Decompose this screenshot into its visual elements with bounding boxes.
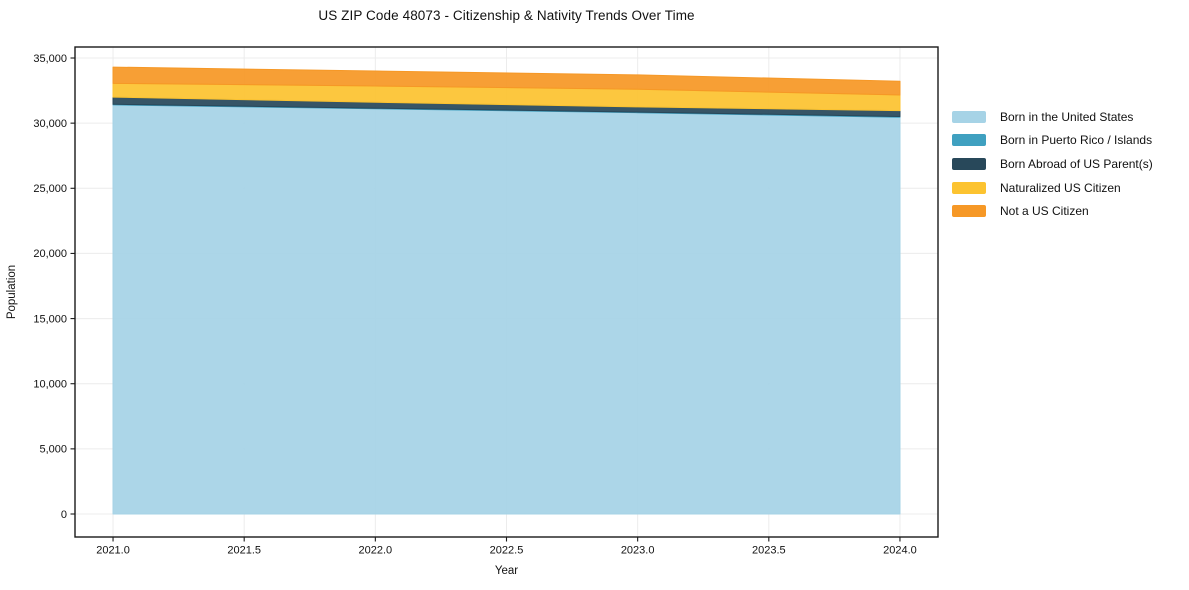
axis-ticks — [70, 57, 901, 542]
y-tick-label: 30,000 — [33, 118, 67, 130]
x-tick-label: 2021.5 — [227, 545, 261, 557]
y-tick-label: 35,000 — [33, 53, 67, 65]
legend-label: Not a US Citizen — [1000, 204, 1089, 219]
legend-item-born-abroad-of-us-parent-s: Born Abroad of US Parent(s) — [952, 152, 1153, 176]
legend-item-born-in-the-united-states: Born in the United States — [952, 105, 1153, 129]
x-axis-label: Year — [495, 565, 518, 577]
y-tick-label: 10,000 — [33, 379, 67, 391]
area-not-a-us-citizen — [112, 66, 901, 96]
legend-swatch — [952, 181, 986, 194]
x-tick-label: 2022.0 — [359, 545, 393, 557]
x-tick-label: 2024.0 — [883, 545, 917, 557]
y-tick-label: 20,000 — [33, 248, 67, 260]
x-tick-label: 2021.0 — [96, 545, 130, 557]
x-tick-label: 2023.0 — [621, 545, 655, 557]
legend-label: Born in the United States — [1000, 109, 1134, 124]
tick-labels: 2021.0 2021.5 2022.0 2022.5 2023.0 2023.5 2024… — [33, 53, 916, 557]
x-tick-label: 2022.5 — [490, 545, 524, 557]
legend-swatch — [952, 110, 986, 123]
legend-swatch — [952, 134, 986, 147]
legend-label: Born Abroad of US Parent(s) — [1000, 156, 1153, 171]
y-axis-label: Population — [6, 265, 18, 319]
y-tick-label: 25,000 — [33, 183, 67, 195]
legend-swatch — [952, 157, 986, 170]
legend-item-naturalized-us-citizen: Naturalized US Citizen — [952, 176, 1153, 200]
legend-label: Born in Puerto Rico / Islands — [1000, 133, 1153, 148]
y-tick-label: 15,000 — [33, 313, 67, 325]
chart-legend: Born in the United States Born in Puerto … — [952, 105, 1153, 223]
area-born-in-the-united-states — [112, 104, 901, 515]
legend-item-not-a-us-citizen: Not a US Citizen — [952, 199, 1153, 223]
legend-item-born-in-puerto-rico-islands: Born in Puerto Rico / Islands — [952, 129, 1153, 153]
legend-swatch — [952, 205, 986, 218]
x-tick-label: 2023.5 — [752, 545, 786, 557]
y-tick-label: 0 — [61, 509, 67, 521]
y-tick-label: 5,000 — [39, 444, 67, 456]
legend-label: Naturalized US Citizen — [1000, 180, 1121, 195]
chart-title: US ZIP Code 48073 - Citizenship & Nativi… — [318, 8, 695, 23]
